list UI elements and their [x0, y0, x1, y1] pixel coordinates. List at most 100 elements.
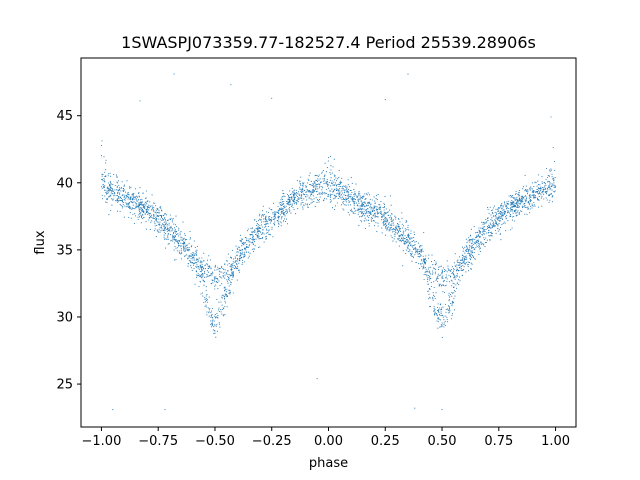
scatter-point: [273, 222, 275, 225]
scatter-point: [547, 180, 549, 182]
scatter-point: [357, 200, 359, 202]
scatter-point: [119, 192, 121, 194]
scatter-point: [456, 273, 458, 275]
scatter-point: [276, 219, 278, 221]
scatter-point: [140, 216, 142, 218]
scatter-point: [330, 196, 332, 198]
scatter-point: [112, 191, 114, 193]
scatter-point: [222, 294, 224, 296]
scatter-point: [183, 250, 185, 252]
scatter-point: [120, 190, 122, 192]
scatter-point: [289, 209, 291, 211]
scatter-point: [201, 266, 203, 268]
scatter-point: [479, 251, 481, 253]
scatter-point: [200, 271, 202, 273]
scatter-point: [402, 227, 404, 229]
scatter-point: [424, 273, 426, 276]
scatter-point: [497, 219, 499, 221]
scatter-point: [347, 179, 349, 181]
scatter-point: [185, 247, 187, 249]
scatter-point: [116, 198, 118, 200]
scatter-point: [265, 228, 267, 230]
scatter-point: [122, 190, 124, 192]
scatter-point: [358, 195, 360, 197]
scatter-point: [298, 193, 300, 195]
scatter-point: [293, 198, 295, 200]
scatter-point: [112, 409, 114, 411]
scatter-point: [274, 216, 276, 218]
scatter-point: [318, 174, 320, 176]
scatter-point: [278, 223, 280, 225]
scatter-point: [131, 194, 133, 196]
scatter-point: [205, 297, 207, 300]
scatter-point: [343, 194, 345, 196]
scatter-point: [147, 209, 149, 211]
scatter-point: [206, 270, 208, 272]
scatter-point: [338, 188, 341, 190]
scatter-point: [294, 196, 296, 199]
scatter-point: [117, 201, 119, 203]
scatter-point: [296, 203, 298, 205]
scatter-point: [229, 265, 231, 267]
scatter-point: [245, 249, 247, 251]
scatter-point: [210, 312, 212, 314]
scatter-point: [163, 236, 165, 238]
scatter-point: [280, 218, 282, 220]
scatter-point: [268, 216, 270, 218]
scatter-point: [448, 296, 450, 298]
scatter-point: [448, 269, 450, 271]
scatter-point: [522, 203, 524, 205]
scatter-point: [394, 235, 396, 237]
scatter-point: [345, 197, 347, 199]
scatter-point: [333, 181, 335, 183]
scatter-point: [392, 222, 394, 224]
scatter-point: [470, 245, 472, 247]
scatter-point: [488, 224, 490, 226]
scatter-point: [554, 177, 556, 179]
scatter-point: [164, 224, 167, 226]
scatter-point: [515, 190, 517, 192]
scatter-point: [536, 189, 538, 191]
scatter-point: [138, 202, 140, 204]
scatter-point: [533, 190, 535, 192]
scatter-point: [419, 250, 421, 252]
scatter-point: [385, 208, 387, 210]
scatter-point: [381, 214, 383, 216]
scatter-point: [315, 187, 317, 189]
scatter-point: [178, 252, 180, 254]
scatter-point: [138, 216, 141, 218]
scatter-point: [179, 253, 181, 255]
scatter-point: [413, 244, 415, 247]
scatter-point: [226, 291, 228, 293]
scatter-point: [435, 292, 437, 294]
scatter-point: [353, 208, 355, 210]
scatter-point: [430, 273, 432, 275]
scatter-point: [285, 218, 287, 220]
scatter-point: [451, 318, 453, 320]
scatter-point: [175, 215, 177, 217]
scatter-point: [420, 245, 422, 247]
scatter-point: [492, 224, 494, 226]
scatter-point: [112, 184, 114, 186]
scatter-point: [342, 203, 344, 205]
scatter-point: [210, 316, 212, 319]
scatter-point: [174, 231, 176, 233]
scatter-point: [387, 211, 389, 213]
scatter-point: [321, 172, 323, 174]
scatter-point: [184, 233, 186, 235]
scatter-point: [315, 179, 317, 181]
scatter-point: [471, 239, 473, 241]
scatter-point: [358, 201, 360, 203]
scatter-point: [169, 226, 171, 229]
scatter-point: [537, 192, 539, 195]
scatter-point: [271, 209, 273, 211]
scatter-point: [214, 317, 217, 319]
scatter-point: [331, 172, 333, 174]
scatter-point: [312, 192, 314, 194]
scatter-point: [438, 284, 440, 286]
scatter-point: [435, 279, 437, 282]
scatter-point: [221, 283, 223, 285]
scatter-point: [142, 204, 144, 206]
scatter-point: [323, 177, 325, 180]
scatter-point: [442, 306, 444, 308]
